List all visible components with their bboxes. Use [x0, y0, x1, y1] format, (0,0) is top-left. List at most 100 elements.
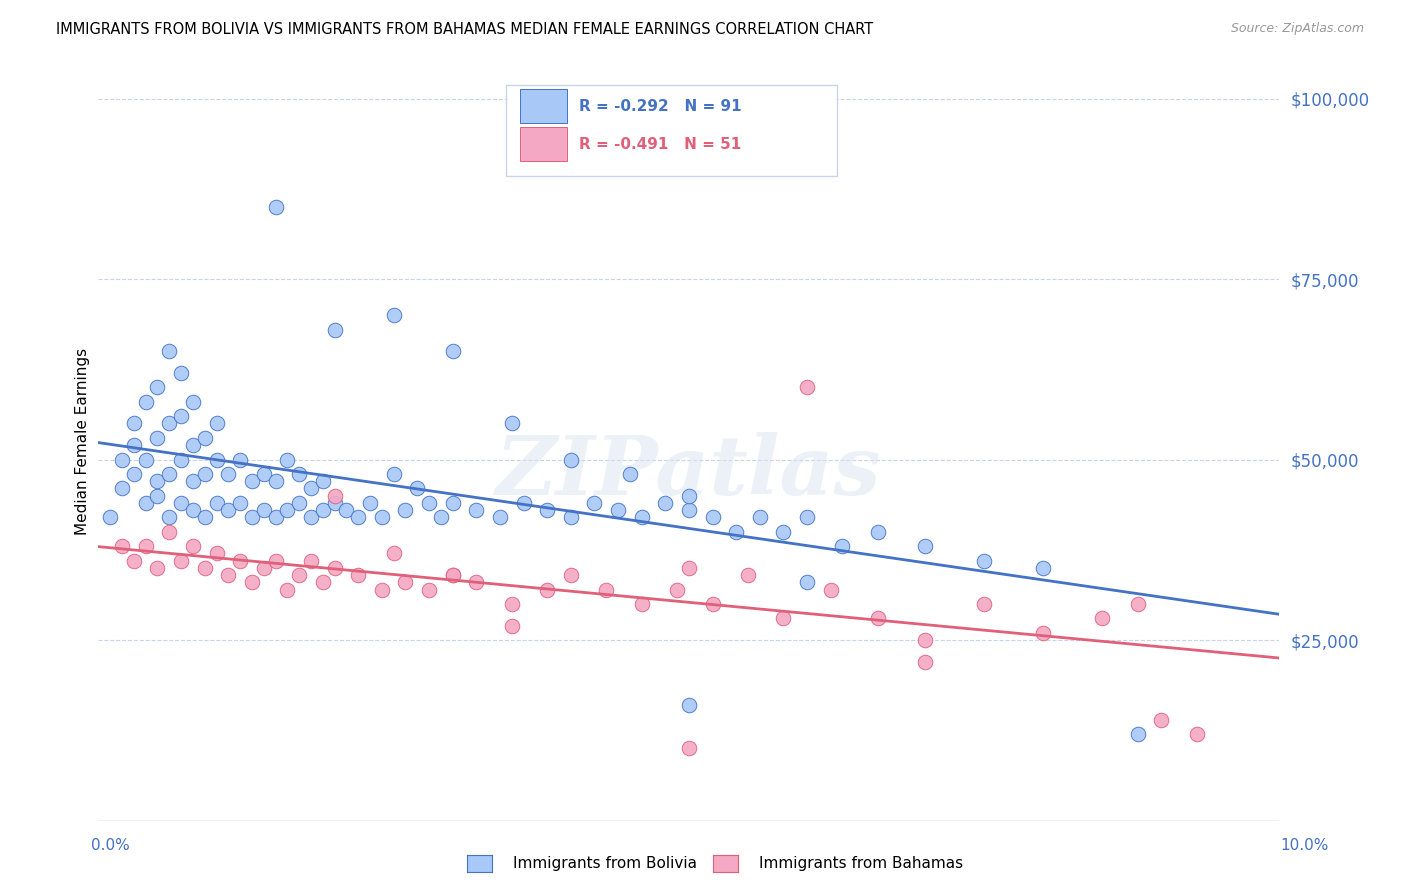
- Point: [430, 510, 453, 524]
- Point: [796, 380, 818, 394]
- Point: [1185, 727, 1208, 741]
- Point: [560, 568, 582, 582]
- Point: [170, 452, 193, 467]
- Point: [229, 496, 252, 510]
- Point: [205, 496, 228, 510]
- Point: [276, 452, 298, 467]
- Point: [465, 575, 488, 590]
- Point: [678, 741, 700, 756]
- Point: [264, 475, 287, 489]
- Point: [205, 546, 228, 560]
- Text: IMMIGRANTS FROM BOLIVIA VS IMMIGRANTS FROM BAHAMAS MEDIAN FEMALE EARNINGS CORREL: IMMIGRANTS FROM BOLIVIA VS IMMIGRANTS FR…: [56, 22, 873, 37]
- Point: [194, 510, 217, 524]
- Point: [536, 582, 558, 597]
- Point: [312, 503, 335, 517]
- Point: [323, 496, 346, 510]
- Point: [194, 431, 217, 445]
- Point: [607, 503, 630, 517]
- Point: [217, 568, 239, 582]
- Point: [157, 417, 180, 431]
- Point: [323, 561, 346, 575]
- Point: [111, 452, 134, 467]
- Point: [111, 482, 134, 496]
- Point: [146, 380, 169, 394]
- Point: [1091, 611, 1114, 625]
- Point: [501, 597, 523, 611]
- Point: [122, 467, 145, 481]
- Y-axis label: Median Female Earnings: Median Female Earnings: [75, 348, 90, 535]
- Point: [299, 482, 322, 496]
- Point: [772, 611, 794, 625]
- Point: [619, 467, 641, 481]
- Point: [170, 554, 193, 568]
- Point: [170, 366, 193, 380]
- Point: [181, 394, 204, 409]
- FancyBboxPatch shape: [506, 85, 837, 177]
- Point: [122, 417, 145, 431]
- Point: [323, 323, 346, 337]
- Point: [264, 200, 287, 214]
- Point: [630, 597, 652, 611]
- Point: [772, 524, 794, 539]
- Point: [418, 496, 440, 510]
- Point: [725, 524, 748, 539]
- Point: [111, 539, 134, 553]
- Point: [170, 409, 193, 424]
- Point: [170, 496, 193, 510]
- Point: [288, 568, 311, 582]
- Point: [595, 582, 617, 597]
- Point: [122, 554, 145, 568]
- Point: [702, 510, 724, 524]
- Point: [347, 510, 370, 524]
- Text: Immigrants from Bolivia: Immigrants from Bolivia: [513, 856, 697, 871]
- Point: [666, 582, 689, 597]
- Point: [135, 539, 157, 553]
- Point: [394, 503, 416, 517]
- Point: [382, 546, 405, 560]
- Point: [441, 568, 464, 582]
- Point: [359, 496, 381, 510]
- Point: [654, 496, 676, 510]
- Point: [820, 582, 842, 597]
- Point: [98, 510, 121, 524]
- Point: [240, 575, 263, 590]
- Point: [560, 510, 582, 524]
- Point: [382, 467, 405, 481]
- Point: [678, 489, 700, 503]
- Text: R = -0.491   N = 51: R = -0.491 N = 51: [579, 136, 741, 152]
- Point: [630, 510, 652, 524]
- Point: [229, 554, 252, 568]
- Point: [194, 561, 217, 575]
- Point: [217, 503, 239, 517]
- Point: [312, 475, 335, 489]
- Point: [276, 582, 298, 597]
- Point: [1126, 727, 1149, 741]
- Point: [299, 510, 322, 524]
- Point: [406, 482, 429, 496]
- Point: [146, 561, 169, 575]
- Point: [465, 503, 488, 517]
- Point: [205, 417, 228, 431]
- Point: [181, 475, 204, 489]
- Point: [347, 568, 370, 582]
- FancyBboxPatch shape: [520, 128, 567, 161]
- Point: [1032, 561, 1054, 575]
- Point: [240, 510, 263, 524]
- Point: [866, 611, 889, 625]
- Point: [335, 503, 357, 517]
- Point: [157, 467, 180, 481]
- Point: [489, 510, 512, 524]
- Point: [973, 554, 995, 568]
- Point: [1150, 713, 1173, 727]
- Point: [276, 503, 298, 517]
- Point: [229, 452, 252, 467]
- Point: [288, 496, 311, 510]
- Text: 10.0%: 10.0%: [1281, 838, 1329, 853]
- Point: [240, 475, 263, 489]
- Point: [501, 417, 523, 431]
- Point: [323, 489, 346, 503]
- Text: Source: ZipAtlas.com: Source: ZipAtlas.com: [1230, 22, 1364, 36]
- Text: R = -0.292   N = 91: R = -0.292 N = 91: [579, 99, 742, 114]
- Point: [135, 394, 157, 409]
- Point: [181, 438, 204, 452]
